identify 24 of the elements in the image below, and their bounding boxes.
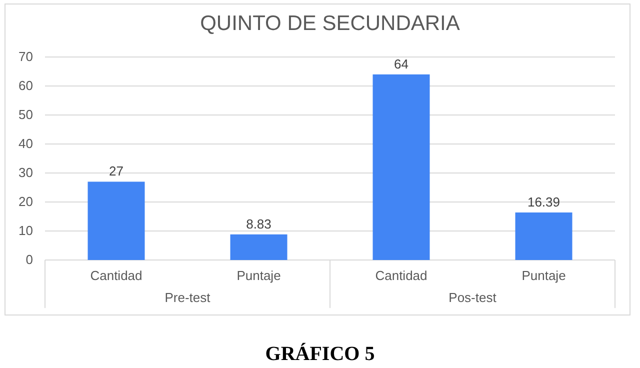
text: Pos-test [448,290,497,305]
x-tick-label: Puntaje [236,268,281,283]
chart-title: QUINTO DE SECUNDARIA [200,12,460,35]
data-label: 27 [109,164,124,179]
data-label: 8.83 [246,216,272,232]
y-tick-label: 40 [18,136,33,151]
x-tick-label: Puntaje [522,268,566,283]
y-tick-label: 20 [18,194,33,209]
x-tick-label: Cantidad [375,268,428,283]
data-label: 16.39 [527,194,560,210]
bar [230,234,288,260]
bar [372,74,430,260]
y-tick-label: 0 [26,252,33,267]
text: GRÁFICO 5 [265,342,375,365]
y-tick-label: 70 [18,49,33,64]
y-tick-label: 60 [18,78,33,93]
text: Pre-test [164,290,211,305]
bar [88,182,145,260]
y-tick-label: 10 [18,223,33,238]
x-tick-label: Cantidad [90,268,142,283]
bar [515,212,572,260]
data-label: 64 [394,56,408,72]
y-tick-label: 50 [18,107,33,122]
y-tick-label: 30 [18,165,33,180]
